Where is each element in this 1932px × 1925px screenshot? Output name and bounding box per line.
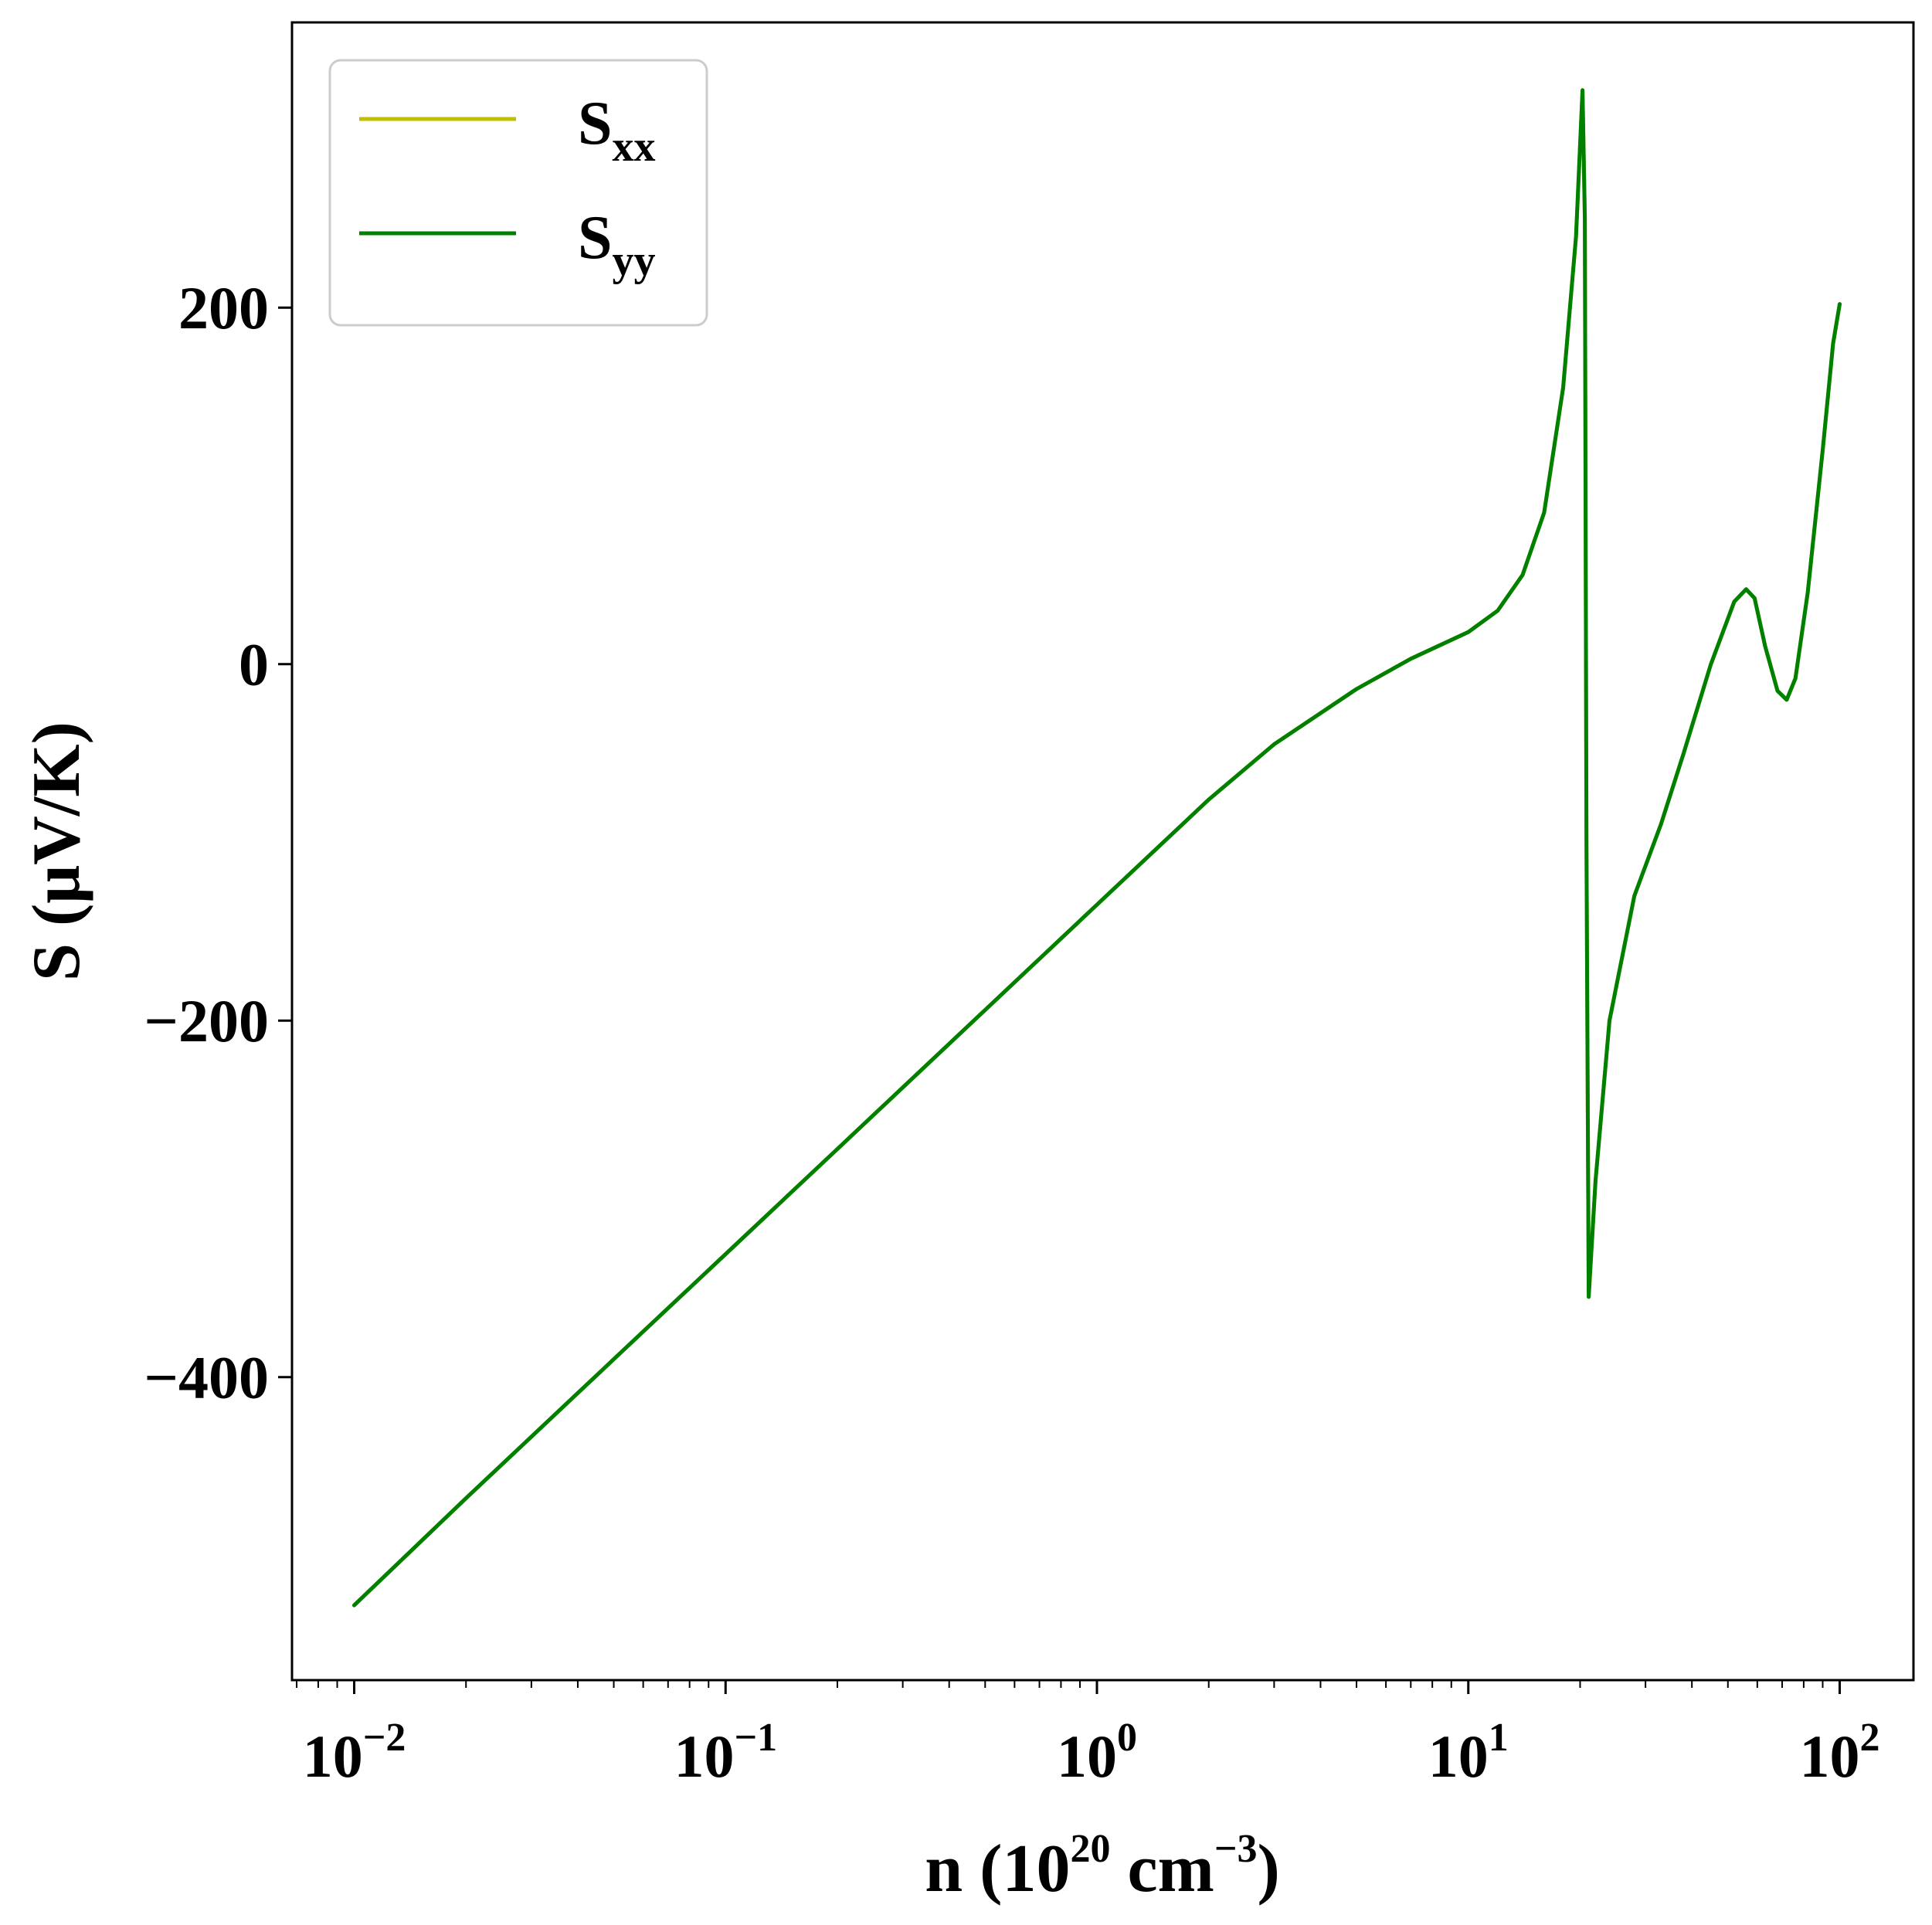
x-minor-ticks: [296, 1680, 1824, 1688]
x-tick-label: 102: [1799, 1716, 1879, 1790]
legend-label-syy-main: S: [578, 204, 613, 272]
x-tick-label-exponent: −2: [363, 1716, 406, 1760]
y-axis-label: S (μV/K): [19, 721, 94, 981]
x-axis-label-exp2: −3: [1214, 1827, 1258, 1871]
x-tick-label: 10−2: [303, 1716, 406, 1790]
x-tick-label-exponent: −1: [734, 1716, 777, 1760]
x-tick-label: 100: [1057, 1716, 1137, 1790]
x-tick-label: 10−1: [674, 1716, 777, 1790]
x-axis-label-mid: cm: [1110, 1832, 1214, 1906]
x-tick-label-base: 10: [303, 1723, 363, 1790]
y-ticks: [278, 306, 292, 1379]
x-tick-label-exponent: 1: [1489, 1716, 1509, 1760]
y-tick-label: 0: [239, 631, 269, 698]
legend-label-sxx-sub: xx: [613, 123, 656, 171]
x-axis-label-exp1: 20: [1070, 1827, 1110, 1871]
x-axis-label: n (1020 cm−3): [925, 1827, 1280, 1906]
x-tick-label-base: 10: [1428, 1723, 1489, 1790]
x-tick-label-base: 10: [1799, 1723, 1859, 1790]
x-tick-label-base: 10: [1057, 1723, 1117, 1790]
legend-label-sxx-main: S: [578, 90, 613, 158]
plot-area-frame: [290, 21, 1915, 1682]
x-axis-label-base: n (10: [925, 1832, 1070, 1906]
x-axis-label-end: ): [1257, 1832, 1279, 1906]
series-line-syy: [352, 88, 1842, 1608]
legend-box: [328, 59, 708, 327]
legend-label-syy: Syy: [578, 204, 656, 285]
y-tick-label: 200: [178, 274, 269, 341]
legend: Sxx Syy: [328, 59, 708, 327]
y-tick-label: −200: [144, 987, 269, 1054]
y-tick-label: −400: [144, 1344, 269, 1411]
series-lines: [352, 88, 1842, 1608]
x-tick-label-base: 10: [674, 1723, 734, 1790]
x-tick-label-exponent: 0: [1117, 1716, 1137, 1760]
y-tick-labels: 200 0 −200 −400: [144, 274, 269, 1411]
legend-label-sxx: Sxx: [578, 90, 656, 171]
x-tick-label-exponent: 2: [1859, 1716, 1879, 1760]
legend-label-syy-sub: yy: [613, 237, 656, 285]
x-tick-labels: 10−2 10−1 100 101 102: [303, 1716, 1880, 1790]
x-major-ticks: [353, 1680, 1841, 1694]
x-tick-label: 101: [1428, 1716, 1509, 1790]
